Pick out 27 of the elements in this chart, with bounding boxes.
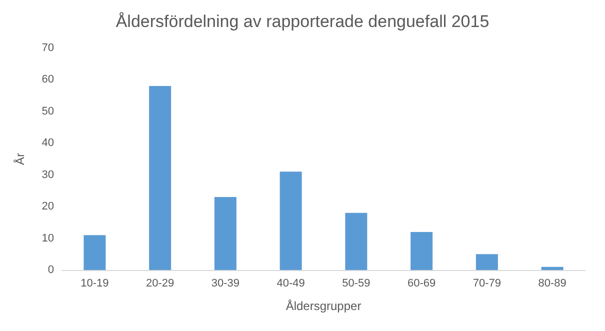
y-tick-label: 10 (42, 232, 54, 244)
x-axis-title: Åldersgrupper (286, 299, 362, 313)
x-tick-label: 60-69 (407, 278, 436, 290)
bar (345, 212, 368, 270)
y-tick-label: 70 (42, 42, 54, 54)
x-tick-label: 20-29 (146, 278, 174, 290)
bar (149, 86, 172, 270)
y-tick-label: 20 (42, 200, 54, 213)
y-tick-label: 60 (42, 74, 54, 86)
y-axis-title: År (13, 152, 27, 165)
bar (280, 172, 302, 270)
y-tick-label: 50 (42, 105, 54, 118)
x-tick-label: 40-49 (276, 278, 305, 290)
bar (541, 266, 564, 270)
x-tick-label: 10-19 (80, 278, 109, 290)
y-tick-label: 40 (42, 137, 54, 150)
bar (214, 197, 236, 270)
x-tick-label: 70-79 (472, 278, 502, 290)
y-tick-label: 30 (42, 168, 54, 181)
bar (476, 254, 498, 270)
chart-title: Åldersfördelning av rapporterade denguefall 2015 (116, 12, 490, 31)
x-tick-label: 80-89 (538, 278, 566, 290)
bar (410, 232, 433, 270)
y-tick-label: 0 (48, 264, 54, 276)
bar (84, 235, 106, 270)
x-tick-label: 50-59 (342, 278, 370, 290)
x-tick-label: 30-39 (211, 278, 240, 290)
